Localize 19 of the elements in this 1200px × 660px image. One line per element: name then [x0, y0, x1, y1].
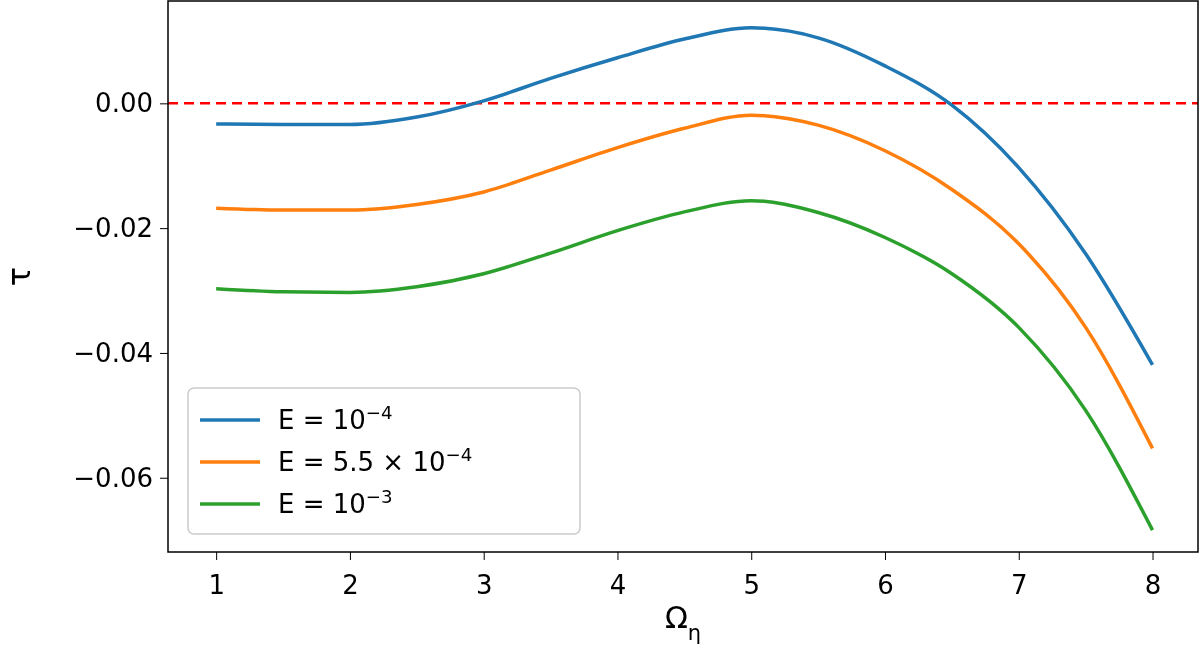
y-tick-label: −0.02	[73, 212, 153, 243]
x-tick-label: 4	[609, 570, 627, 601]
x-tick-label: 8	[1144, 570, 1162, 601]
x-tick-label: 3	[475, 570, 493, 601]
y-tick-label: −0.04	[73, 337, 153, 368]
line-series	[214, 26, 1155, 367]
y-tick-label: −0.06	[73, 462, 153, 493]
x-tick-label: 7	[1010, 570, 1028, 601]
x-tick-label: 6	[877, 570, 894, 601]
legend-label: E = 5.5 × 10$^{−4}$	[278, 443, 473, 477]
x-tick-label: 2	[342, 570, 359, 601]
y-tick-label: 0.00	[95, 88, 153, 119]
line-series	[214, 198, 1155, 532]
legend-label: E = 10$^{−4}$	[278, 401, 393, 435]
legend-label: E = 10$^{−3}$	[278, 485, 393, 519]
x-axis-title: Ω$_{η}$	[664, 600, 702, 645]
x-tick-label: 5	[743, 570, 760, 601]
x-tick-label: 1	[208, 570, 225, 601]
y-axis-title: τ	[0, 266, 38, 287]
